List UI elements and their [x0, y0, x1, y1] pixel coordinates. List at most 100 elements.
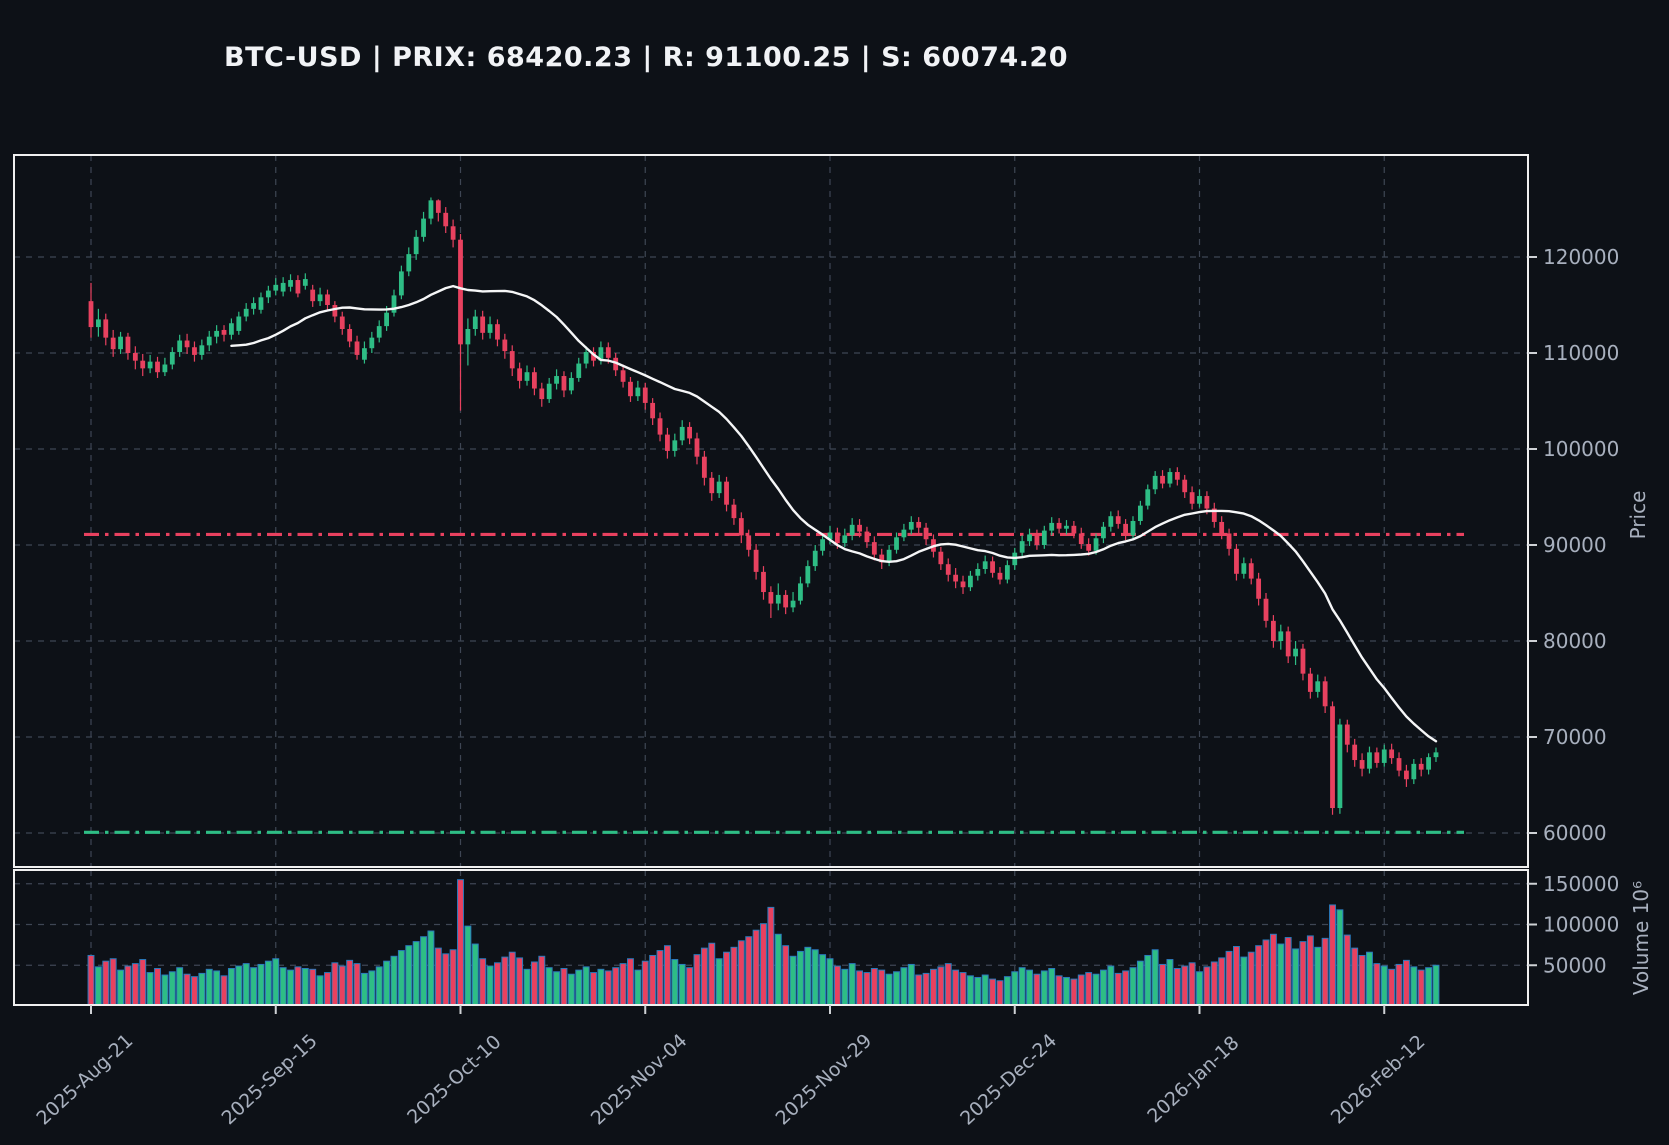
chart-title: BTC-USD | PRIX: 68420.23 | R: 91100.25 |… [224, 42, 1068, 73]
volume-bar [1173, 968, 1181, 1006]
volume-bar [612, 967, 620, 1006]
volume-bar [242, 963, 250, 1005]
volume-bar [582, 966, 590, 1006]
volume-bar [264, 960, 272, 1005]
candle [310, 289, 316, 302]
candle [443, 212, 449, 227]
volume-bar [952, 969, 960, 1006]
volume-bar [146, 972, 154, 1006]
volume-bar [545, 967, 553, 1006]
candle [162, 364, 168, 373]
volume-bar [930, 968, 937, 1006]
volume-bar [604, 970, 612, 1006]
volume-bar [1292, 948, 1300, 1006]
candle [125, 336, 131, 353]
volume-bar [649, 954, 657, 1005]
candle [1152, 475, 1158, 490]
candle [945, 564, 951, 575]
volume-bar [1262, 939, 1270, 1005]
volume-bar [257, 963, 265, 1005]
candle [1300, 648, 1306, 674]
volume-bar [1225, 950, 1233, 1006]
candle [450, 226, 456, 240]
candle [1145, 489, 1151, 506]
volume-bar [176, 967, 184, 1006]
candle [1123, 523, 1128, 536]
candle [605, 347, 611, 358]
date-tick-label: 2025-Aug-21 [32, 1030, 137, 1130]
volume-bar [205, 968, 213, 1006]
volume-bar [774, 933, 782, 1006]
candle [694, 438, 700, 457]
candle [1404, 770, 1409, 780]
candle [1204, 496, 1210, 509]
volume-bar [1203, 966, 1211, 1006]
volume-bar [1373, 963, 1381, 1005]
candle [1352, 744, 1358, 761]
volume-bar [760, 923, 767, 1005]
candle [738, 518, 744, 536]
candle [1256, 578, 1262, 599]
candle [354, 341, 360, 355]
candle [871, 542, 877, 555]
volume-bar [597, 968, 605, 1006]
candle [938, 551, 944, 565]
candle [1367, 752, 1372, 769]
volume-bar [1136, 960, 1144, 1005]
volume-bar [420, 936, 428, 1005]
volume-bar [811, 949, 819, 1006]
candle [1389, 749, 1395, 759]
candle [546, 383, 552, 400]
candle [1027, 534, 1032, 542]
candle [155, 361, 160, 373]
volume-bar [213, 970, 221, 1006]
candle [628, 381, 633, 397]
volume-bar [885, 973, 893, 1006]
pane-borders [13, 154, 1529, 1006]
candle [886, 549, 892, 563]
candle [798, 583, 803, 601]
volume-bar [752, 929, 760, 1006]
candle [192, 347, 197, 355]
candle [975, 569, 981, 576]
price-axis-label: Price [1626, 490, 1650, 540]
volume-bar [893, 971, 900, 1006]
candle [1426, 757, 1431, 770]
volume-bar [1247, 951, 1255, 1006]
candle [1101, 526, 1106, 539]
candle [1219, 521, 1225, 534]
candle [465, 329, 471, 345]
date-tick-label: 2025-Dec-24 [956, 1030, 1061, 1130]
candle [901, 529, 907, 538]
volume-bar [117, 969, 125, 1006]
candle [1189, 492, 1195, 504]
candle [524, 372, 530, 381]
volume-bar [383, 960, 391, 1005]
volume-bar [922, 972, 930, 1006]
candle [687, 426, 692, 439]
candle [140, 360, 146, 369]
candle [849, 524, 855, 536]
volume-bar [530, 961, 538, 1005]
volume-bar [471, 943, 479, 1005]
volume-bar [1159, 963, 1166, 1005]
volume-bar [1351, 947, 1359, 1006]
candle [480, 316, 486, 333]
candle [1411, 763, 1417, 780]
volume-bar [745, 936, 753, 1005]
volume-bar [1432, 964, 1440, 1005]
candle [1234, 548, 1239, 574]
volume-bar [1144, 954, 1152, 1005]
candle [1285, 631, 1291, 657]
volume-bar [796, 950, 804, 1006]
volume-bar [235, 965, 243, 1006]
candle [1322, 681, 1328, 707]
volume-bar [1314, 946, 1322, 1006]
gridlines [14, 155, 1528, 1005]
candle [790, 600, 796, 608]
volume-bar [1388, 968, 1396, 1006]
candle [295, 280, 301, 294]
volume-bar [641, 960, 649, 1005]
candle [1108, 516, 1114, 527]
